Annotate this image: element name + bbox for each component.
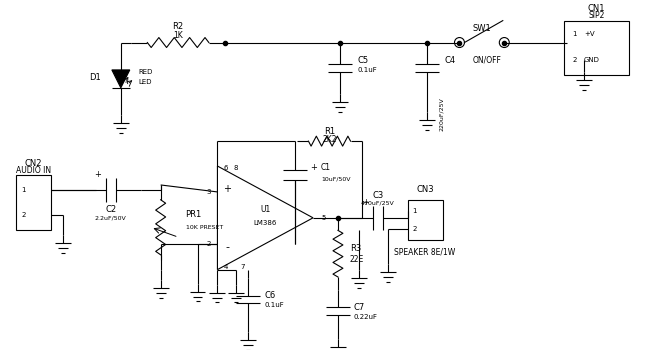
Text: LM386: LM386 [254,220,277,226]
Text: C7: C7 [354,303,365,312]
Text: 5: 5 [321,215,325,221]
Text: SW1: SW1 [473,24,491,33]
Text: 2K2: 2K2 [322,135,336,144]
Text: C1: C1 [321,163,331,172]
Text: 470uF/25V: 470uF/25V [361,200,394,205]
Text: +V: +V [584,31,595,37]
Text: 0.22uF: 0.22uF [354,314,378,320]
Text: C6: C6 [264,291,276,300]
Text: 2: 2 [572,57,576,63]
Text: +: + [362,198,369,207]
Bar [16,175,51,230]
Bar [408,200,443,240]
Text: R3: R3 [350,244,361,253]
Text: +: + [94,170,101,179]
Text: +: + [310,163,317,172]
Text: 0.1uF: 0.1uF [264,303,284,309]
Text: 1: 1 [413,208,417,214]
Text: 2: 2 [206,241,211,247]
Text: C4: C4 [445,56,456,65]
Polygon shape [112,70,130,88]
Text: AUDIO IN: AUDIO IN [16,166,52,174]
Text: 2: 2 [413,226,417,232]
Text: -: - [226,242,230,252]
Text: SIP2: SIP2 [588,11,604,20]
Text: C5: C5 [358,56,369,65]
Text: D1: D1 [89,73,101,82]
Text: 6: 6 [223,165,228,171]
Text: 3: 3 [206,189,211,195]
Text: 2.2uF/50V: 2.2uF/50V [95,215,126,220]
Text: CN2: CN2 [25,159,42,167]
Text: 2: 2 [22,212,25,218]
Text: ON/OFF: ON/OFF [473,56,501,65]
Text: 22E: 22E [350,255,364,264]
Text: U1: U1 [260,205,271,214]
Text: 1: 1 [22,187,25,193]
Text: 220uF/25V: 220uF/25V [439,97,443,131]
Text: C3: C3 [372,191,383,200]
Text: SPEAKER 8E/1W: SPEAKER 8E/1W [394,247,456,256]
Text: 10K PRESET: 10K PRESET [186,225,223,230]
Text: C2: C2 [105,205,117,214]
Text: CN3: CN3 [416,185,434,194]
Text: +: + [224,184,231,194]
Text: CN1: CN1 [587,4,605,13]
Text: 7: 7 [240,264,244,270]
Text: 0.1uF: 0.1uF [358,67,378,73]
Text: RED: RED [139,69,153,75]
Text: R2: R2 [173,22,184,31]
Text: GND: GND [584,57,600,63]
Bar [564,21,629,75]
Text: 10uF/50V: 10uF/50V [321,177,351,181]
Text: 8: 8 [233,165,237,171]
Text: LED: LED [139,79,153,85]
Text: PR1: PR1 [186,210,202,219]
Text: R1: R1 [324,127,335,136]
Text: 4: 4 [223,264,228,270]
Text: 1: 1 [572,31,576,37]
Text: 1K: 1K [173,31,183,40]
